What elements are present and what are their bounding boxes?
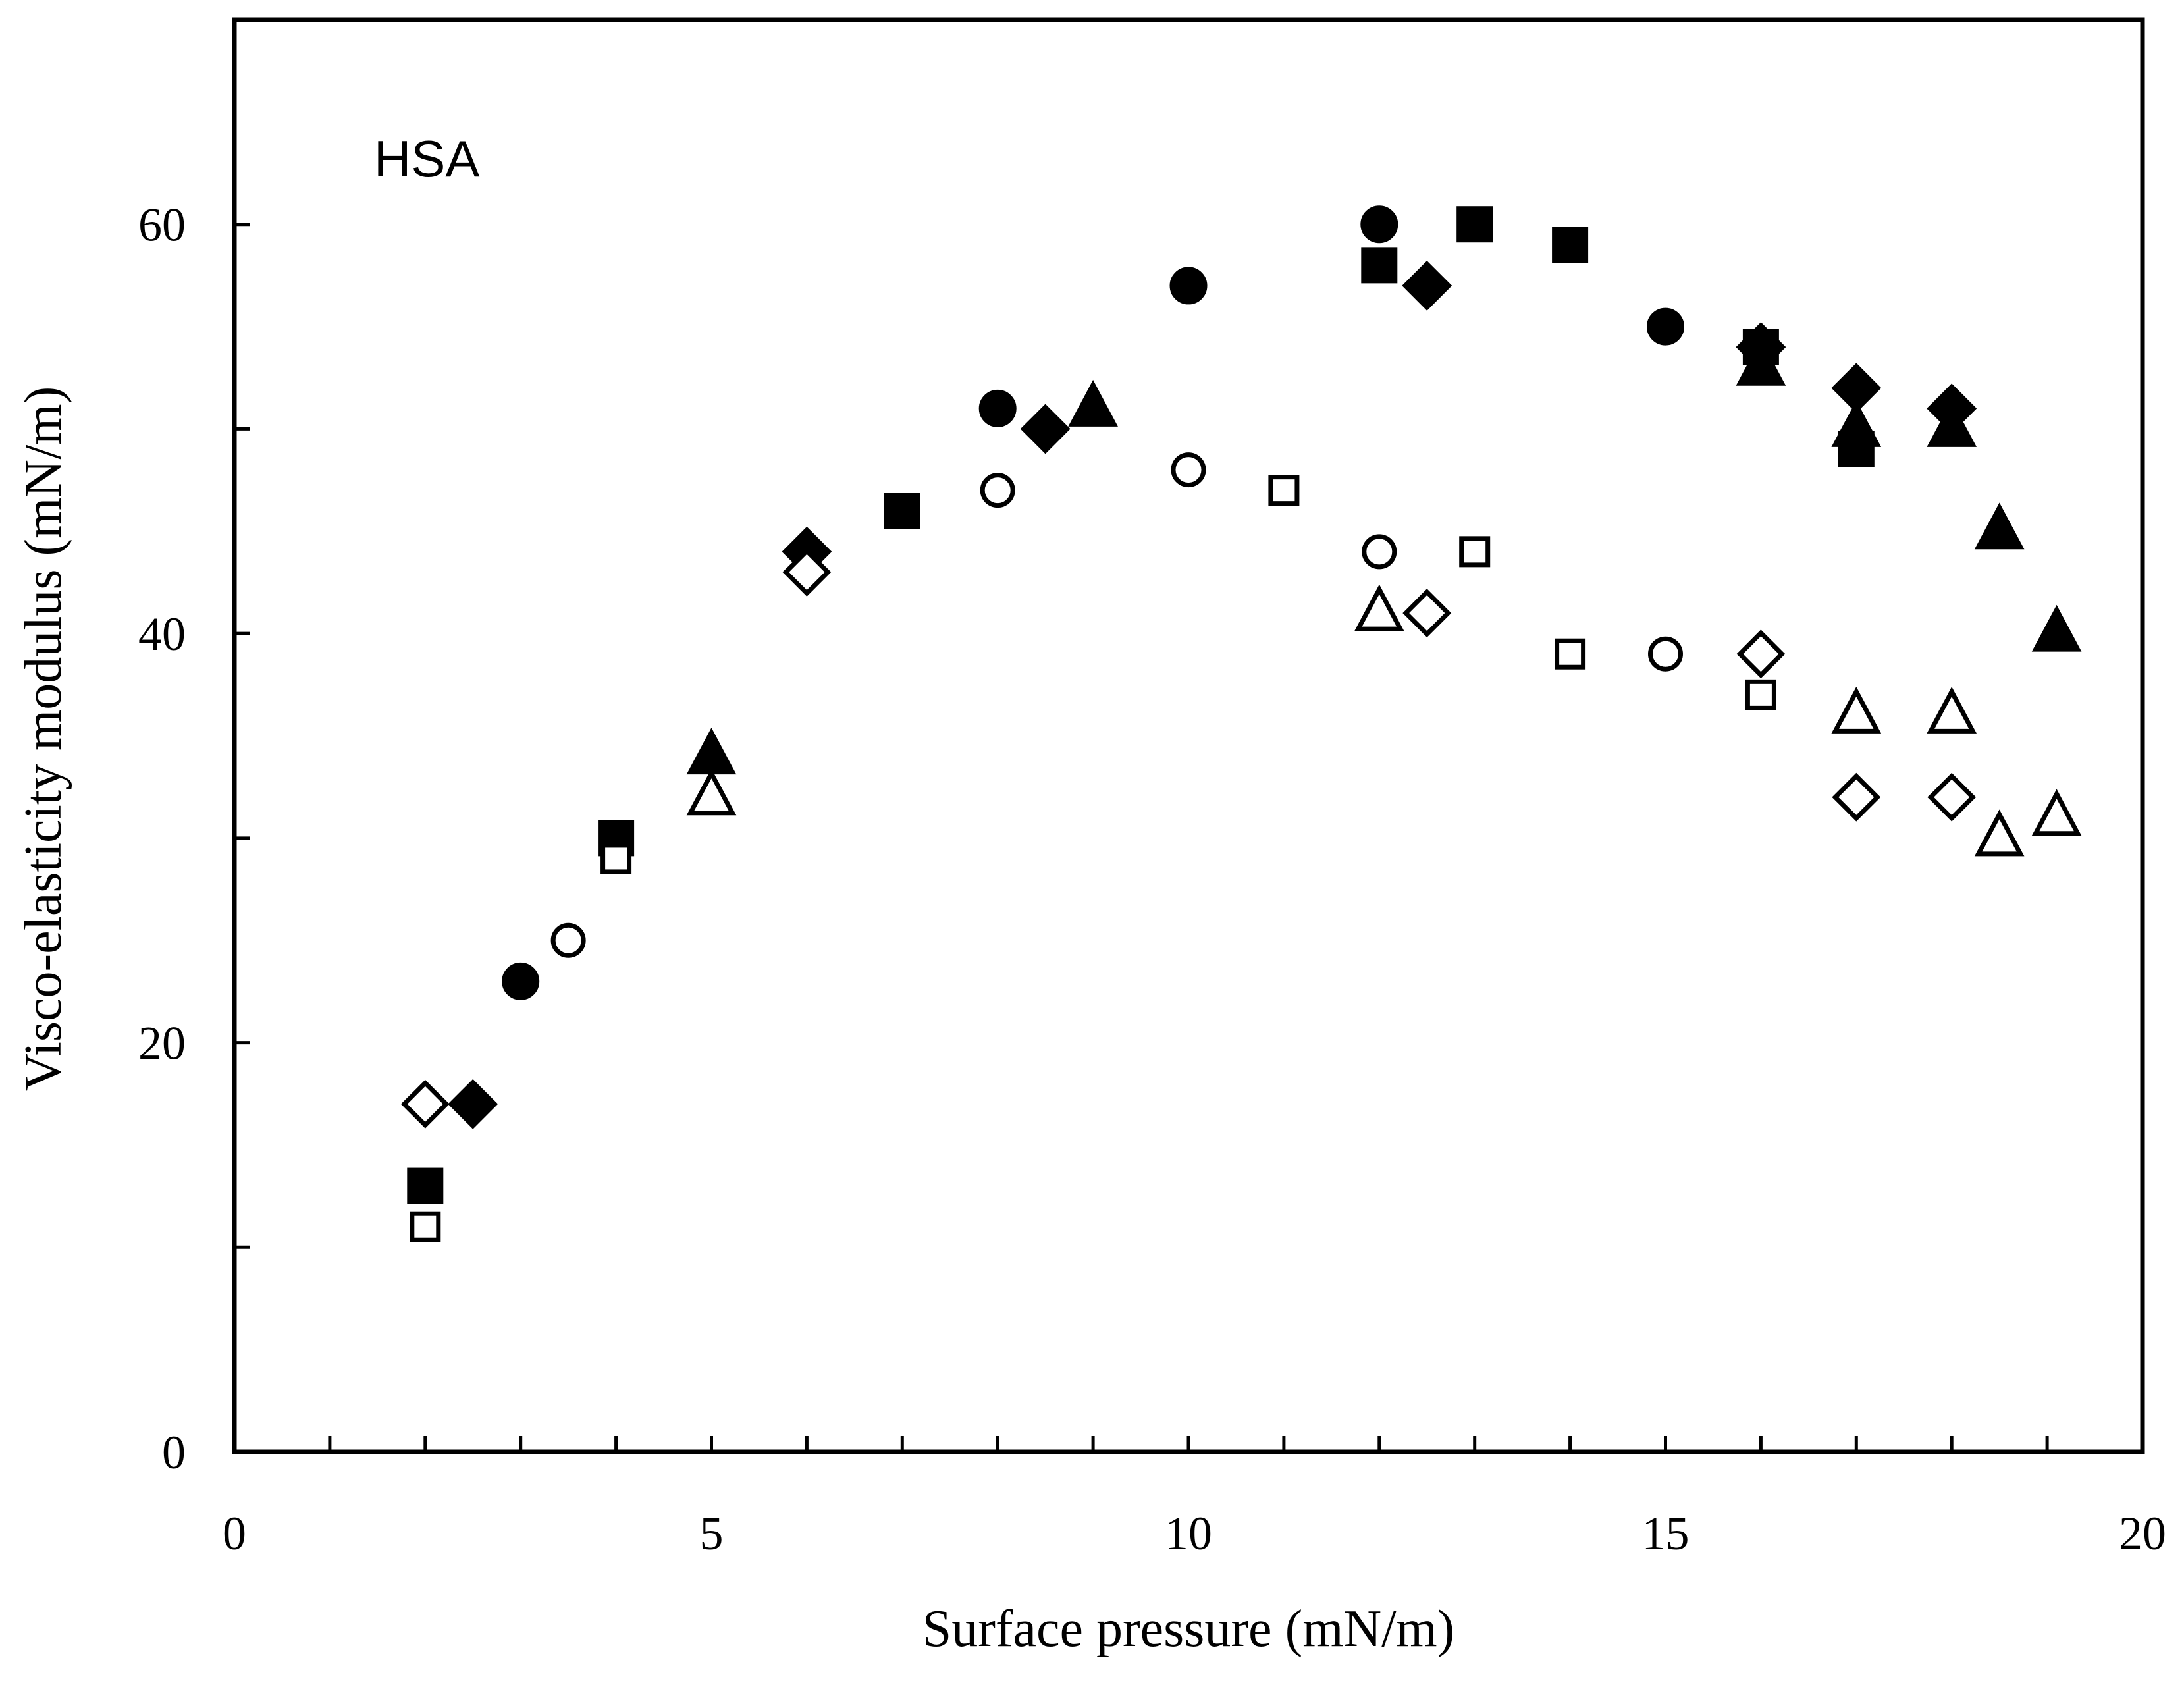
y-tick-label: 40 <box>138 608 186 660</box>
point-open-diamond <box>1927 772 1977 822</box>
point-filled-square <box>884 493 920 529</box>
point-open-square <box>1745 679 1776 710</box>
point-filled-circle <box>1647 307 1684 346</box>
point-filled-triangle <box>1736 338 1786 386</box>
point-filled-square <box>407 1167 444 1204</box>
x-tick-label: 15 <box>1642 1507 1690 1560</box>
point-filled-triangle <box>1068 379 1118 427</box>
y-axis-ticks <box>234 223 250 1249</box>
x-axis-title: Surface pressure (mN/m) <box>922 1600 1455 1658</box>
point-filled-diamond <box>1402 260 1452 311</box>
point-open-square <box>410 1211 441 1242</box>
series-filled-circle <box>502 205 1684 1000</box>
point-open-circle <box>1362 534 1397 570</box>
series-open-triangle <box>686 584 2082 857</box>
x-axis-tick-labels: 0 5 10 15 20 <box>223 1507 2166 1560</box>
point-open-circle <box>550 922 586 958</box>
x-tick-label: 10 <box>1165 1507 1212 1560</box>
point-open-square <box>600 843 632 874</box>
point-open-diamond <box>1832 772 1881 822</box>
point-open-circle <box>1648 636 1683 672</box>
series-open-circle <box>550 452 1683 958</box>
point-filled-circle <box>978 389 1017 427</box>
point-open-square <box>1459 536 1491 568</box>
y-tick-label: 20 <box>138 1017 186 1070</box>
point-open-diamond <box>1736 629 1786 679</box>
y-tick-label: 60 <box>138 199 186 252</box>
point-filled-square <box>1361 247 1398 284</box>
point-open-triangle <box>1927 686 1977 734</box>
point-filled-diamond <box>1020 404 1071 454</box>
point-open-triangle <box>686 768 737 816</box>
x-axis-ticks <box>328 1436 2049 1452</box>
x-tick-label: 5 <box>700 1507 724 1560</box>
series-filled-diamond <box>448 260 1977 1129</box>
point-filled-triangle <box>1831 400 1882 447</box>
point-open-circle <box>980 473 1015 508</box>
point-filled-square <box>1456 206 1493 243</box>
point-open-circle <box>1171 452 1206 488</box>
y-tick-label: 0 <box>162 1426 186 1479</box>
series-open-diamond <box>400 547 1977 1129</box>
point-filled-square <box>1552 227 1589 263</box>
point-open-triangle <box>1831 686 1882 734</box>
point-open-triangle <box>2031 789 2082 836</box>
point-open-triangle <box>1354 584 1404 631</box>
y-axis-title: Visco-elasticity modulus (mN/m) <box>14 387 72 1092</box>
point-filled-circle <box>502 962 540 1000</box>
point-filled-triangle <box>1974 502 2025 550</box>
series-filled-square <box>407 206 1875 1204</box>
x-tick-label: 20 <box>2119 1507 2166 1560</box>
point-open-square <box>1555 638 1586 670</box>
x-tick-label: 0 <box>223 1507 246 1560</box>
point-filled-triangle <box>2031 604 2082 652</box>
data-points <box>400 205 2082 1242</box>
point-filled-circle <box>1360 205 1398 244</box>
point-filled-circle <box>1169 267 1208 305</box>
point-open-triangle <box>1974 809 2025 857</box>
point-filled-triangle <box>686 728 737 775</box>
point-open-diamond <box>782 547 832 597</box>
point-filled-diamond <box>448 1079 498 1129</box>
plot-frame <box>232 17 2145 1454</box>
point-open-diamond <box>400 1079 450 1129</box>
annotation-label: HSA <box>374 130 479 188</box>
point-open-square <box>1268 475 1300 506</box>
point-open-diamond <box>1402 589 1452 638</box>
point-filled-triangle <box>1927 400 1977 447</box>
series-open-square <box>410 475 1776 1242</box>
y-axis-tick-labels: 0 20 40 60 <box>138 199 186 1479</box>
